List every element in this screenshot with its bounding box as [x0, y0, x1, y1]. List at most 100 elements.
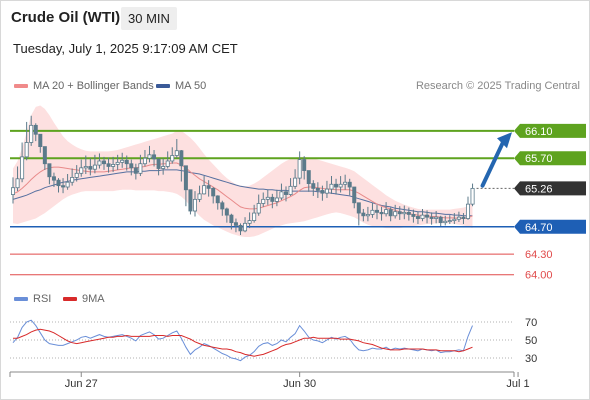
candle-body-60: [283, 191, 288, 195]
candle-body-8: [47, 163, 52, 178]
candle-body-69: [324, 188, 329, 194]
candle-body-29: [142, 157, 147, 165]
candle-body-52: [247, 220, 252, 224]
candle-body-72: [338, 183, 343, 188]
candle-body-84: [393, 211, 398, 217]
candle-body-59: [279, 191, 284, 199]
candle-body-48: [229, 214, 234, 224]
candle-body-40: [192, 198, 197, 212]
candle-body-95: [443, 220, 448, 224]
candle-body-26: [129, 163, 134, 169]
candle-body-41: [197, 193, 202, 200]
candle-body-14: [74, 172, 79, 178]
instrument-title: Crude Oil (WTI): [11, 9, 121, 26]
candle-body-36: [174, 150, 179, 156]
candle-body-30: [147, 154, 152, 159]
candle-body-65: [306, 170, 311, 184]
rsi-ma-legend-label: 9MA: [82, 293, 105, 305]
candle-body-83: [388, 209, 393, 217]
candle-body-25: [124, 159, 129, 165]
candle-body-62: [293, 177, 298, 187]
candle-body-67: [315, 187, 320, 191]
candle-body-57: [270, 196, 275, 202]
rsi-level-label-2: 30: [525, 353, 537, 365]
candle-body-88: [411, 214, 416, 217]
candle-body-101: [470, 187, 475, 205]
ma50-line: [12, 169, 473, 217]
candle-body-20: [102, 160, 107, 165]
candle-body-77: [361, 212, 366, 217]
candle-body-15: [79, 167, 84, 174]
level-badge-2: [514, 181, 586, 196]
candle-body-66: [311, 183, 316, 189]
candle-body-19: [97, 160, 102, 166]
candle-body-43: [206, 185, 211, 189]
candle-body-27: [133, 167, 138, 174]
candle-body-46: [220, 202, 225, 210]
rsi-legend-swatch: [14, 297, 28, 301]
candle-body-74: [347, 181, 352, 188]
candle-body-35: [170, 155, 175, 162]
candle-body-91: [425, 214, 430, 218]
candle-body-31: [152, 154, 157, 160]
level-label-1: 65.70: [525, 153, 553, 165]
rsi-ma-legend-swatch: [63, 297, 77, 301]
copyright-text: Research © 2025 Trading Central: [415, 80, 580, 92]
candle-body-94: [438, 216, 443, 224]
candle-body-10: [56, 179, 61, 187]
candle-body-93: [434, 216, 439, 219]
candle-body-3: [24, 142, 29, 158]
candle-body-28: [138, 163, 143, 174]
level-label-4: 64.30: [525, 249, 553, 261]
x-tick-label-2: Jul 1: [506, 378, 529, 390]
candle-body-80: [374, 209, 379, 213]
candle-body-90: [420, 214, 425, 219]
candle-body-37: [179, 150, 184, 167]
candle-body-73: [343, 181, 348, 185]
candle-body-56: [265, 196, 270, 200]
ma50-legend-swatch: [156, 84, 170, 88]
candle-body-96: [447, 220, 452, 222]
candle-body-53: [252, 212, 257, 221]
candle-body-0: [10, 187, 15, 195]
candle-body-47: [224, 208, 229, 216]
candle-body-7: [42, 146, 47, 165]
ma20-legend-label: MA 20 + Bollinger Bands: [33, 80, 154, 92]
candle-body-21: [106, 163, 111, 167]
candle-body-9: [51, 176, 56, 181]
level-badge-1: [514, 151, 586, 166]
candle-body-50: [238, 224, 243, 232]
candle-body-11: [61, 185, 66, 188]
rsi-level-label-1: 50: [525, 335, 537, 347]
candle-body-38: [183, 165, 188, 191]
rsi-level-label-0: 70: [525, 317, 537, 329]
ma20-legend-swatch: [14, 84, 28, 88]
timeframe-badge[interactable]: 30 MIN: [121, 7, 177, 30]
candle-body-64: [302, 159, 307, 171]
candle-body-58: [274, 197, 279, 202]
candle-body-1: [15, 178, 20, 189]
level-label-5: 64.00: [525, 270, 553, 282]
candle-body-51: [243, 222, 248, 232]
candle-body-82: [384, 209, 389, 215]
x-tick-label-1: Jun 30: [283, 378, 316, 390]
candle-body-76: [356, 202, 361, 214]
candle-body-61: [288, 185, 293, 195]
rsi-legend-label: RSI: [33, 293, 52, 305]
candle-body-70: [329, 183, 334, 190]
forecast-arrow-head: [497, 132, 512, 149]
rsi-ma-line: [13, 328, 473, 357]
candle-body-68: [320, 190, 325, 194]
candle-body-4: [29, 124, 34, 143]
candle-body-22: [111, 164, 116, 167]
candle-body-81: [379, 211, 384, 215]
candle-body-54: [256, 203, 261, 214]
candle-body-13: [70, 177, 75, 183]
candle-body-6: [38, 133, 43, 147]
candle-body-33: [161, 166, 166, 169]
candle-body-85: [397, 211, 402, 215]
candle-body-87: [406, 211, 411, 215]
candle-body-92: [429, 216, 434, 219]
candle-body-75: [352, 186, 357, 204]
candle-body-2: [20, 156, 25, 180]
